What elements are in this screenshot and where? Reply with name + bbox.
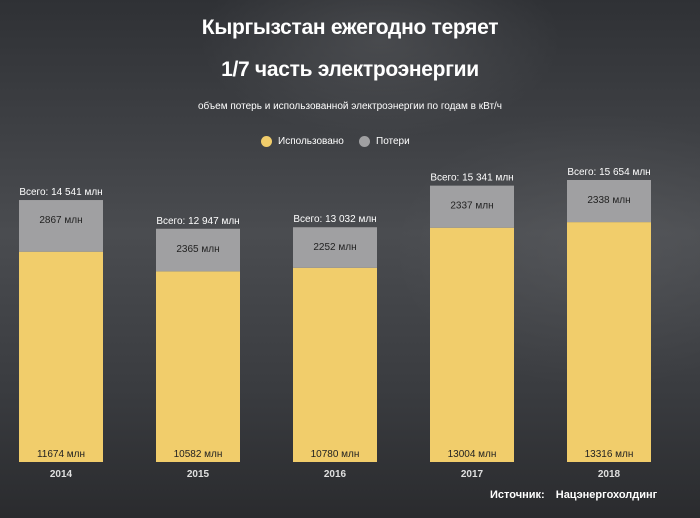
bar-used-2016 — [293, 267, 377, 462]
chart-subtitle: объем потерь и использованной электроэне… — [197, 101, 503, 112]
bar-losses-2018 — [567, 180, 651, 223]
losses-label-2016: 2252 млн — [313, 242, 356, 253]
x-tick-2015: 2015 — [187, 469, 210, 480]
used-label-2017: 13004 млн — [448, 449, 497, 460]
used-label-2014: 11674 млн — [37, 449, 85, 460]
bar-used-2015 — [156, 271, 240, 462]
legend-swatch-used — [261, 136, 272, 147]
total-label-2014: Всего: 14 541 млн — [19, 187, 102, 198]
chart-title-line-2: 1/7 часть электроэнергии — [221, 58, 479, 81]
bar-used-2018 — [567, 222, 651, 462]
losses-label-2014: 2867 млн — [39, 215, 82, 226]
x-tick-2017: 2017 — [461, 469, 484, 480]
total-label-2017: Всего: 15 341 млн — [430, 173, 513, 184]
total-label-2016: Всего: 13 032 млн — [293, 214, 376, 225]
used-label-2018: 13316 млн — [585, 449, 634, 460]
used-label-2016: 10780 млн — [311, 449, 360, 460]
x-tick-2018: 2018 — [598, 469, 621, 480]
total-label-2018: Всего: 15 654 млн — [567, 167, 650, 178]
legend-swatch-losses — [359, 136, 370, 147]
source-label: Источник: — [490, 489, 545, 501]
bar-losses-2015 — [156, 228, 240, 272]
bar-losses-2017 — [430, 185, 514, 228]
used-label-2015: 10582 млн — [174, 449, 223, 460]
losses-label-2015: 2365 млн — [176, 244, 219, 255]
legend-item-used: Использовано — [261, 136, 344, 147]
total-label-2015: Всего: 12 947 млн — [156, 216, 239, 227]
bar-used-2014 — [19, 251, 103, 462]
legend-item-losses: Потери — [359, 136, 410, 147]
chart-title-line-1: Кыргызстан ежегодно теряет — [201, 16, 499, 39]
bar-losses-2016 — [293, 227, 377, 268]
bar-used-2017 — [430, 227, 514, 462]
losses-label-2018: 2338 млн — [587, 195, 630, 206]
x-tick-2014: 2014 — [50, 469, 73, 480]
losses-label-2017: 2337 млн — [450, 201, 493, 212]
legend-label-losses: Потери — [376, 136, 410, 147]
bar-losses-2014 — [19, 200, 103, 252]
legend-label-used: Использовано — [278, 136, 344, 147]
x-tick-2016: 2016 — [324, 469, 347, 480]
source-note: Источник: Нацэнергохолдинг — [490, 489, 657, 501]
source-value: Нацэнергохолдинг — [555, 489, 658, 501]
